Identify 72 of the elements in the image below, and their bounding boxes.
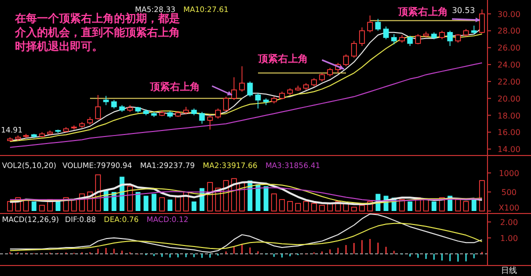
y-tick-label: 500 [501, 188, 517, 197]
candlestick [95, 94, 101, 120]
line-series [10, 222, 482, 252]
candlestick [447, 30, 453, 46]
y-tick-label: 26.00 [498, 44, 520, 53]
line-series [10, 187, 482, 202]
candlestick [375, 18, 381, 32]
candlestick [215, 108, 221, 120]
y-tick-label: 14.00 [498, 145, 520, 154]
candlestick [239, 66, 245, 92]
candlestick [407, 35, 413, 46]
candlestick [343, 54, 349, 67]
annotation: 顶紧右上角 [149, 81, 200, 93]
bar [144, 196, 148, 211]
bar [311, 202, 317, 212]
candlestick [207, 114, 213, 130]
bar [264, 186, 268, 211]
y-tick-label: 30.00 [498, 10, 520, 19]
y-tick-label: 1.00 [500, 234, 518, 243]
y-tick-label: 22.00 [498, 77, 520, 86]
bar [152, 194, 156, 211]
candlestick [383, 26, 389, 40]
y-tick-label: X100 [498, 204, 520, 212]
candlestick [199, 111, 205, 124]
y-tick-label: 2.00 [500, 218, 518, 227]
y-tick-label: 24.00 [498, 60, 520, 70]
candlestick [223, 96, 229, 112]
bar [319, 204, 325, 212]
candlestick [103, 95, 109, 106]
candlestick [391, 34, 397, 45]
candlestick [247, 81, 253, 98]
bar [56, 201, 60, 211]
bar [303, 201, 309, 212]
candlestick [231, 76, 237, 100]
bar [359, 204, 365, 212]
bar [71, 199, 77, 212]
bar [127, 186, 133, 212]
y-tick-label: 20.00 [498, 94, 520, 104]
bar [463, 201, 469, 212]
annotation: 在每一个顶紧右上角的初期，都是介入的机会，直到不能顶紧右上角时择机退出即可。 [14, 12, 180, 53]
candlestick [415, 34, 421, 45]
annotation: 顶紧右上角 [257, 53, 308, 65]
bar [256, 184, 260, 211]
bar [479, 180, 485, 212]
annotation: 顶紧右上角 [397, 6, 448, 18]
bar [295, 202, 301, 212]
bar [192, 201, 196, 211]
bar [32, 201, 36, 211]
bar [287, 201, 293, 212]
candlestick [367, 15, 373, 33]
bar [408, 201, 412, 211]
y-tick-label: 1000 [498, 168, 520, 178]
bar [432, 201, 436, 211]
candlestick [351, 40, 357, 58]
bar [159, 197, 165, 212]
bar [136, 192, 140, 211]
text: 日线 [501, 266, 517, 275]
annotation: 30.53 [452, 6, 475, 15]
bar [472, 200, 476, 211]
candlestick [359, 26, 365, 46]
bar [351, 206, 357, 212]
bar [271, 193, 277, 212]
bar [423, 199, 429, 212]
candlestick [255, 92, 261, 109]
bar [279, 199, 285, 212]
bar [7, 201, 13, 212]
y-tick-label: 18.00 [498, 111, 520, 120]
y-tick-label: 16.00 [498, 128, 520, 138]
bar [39, 204, 45, 212]
bar [455, 199, 461, 212]
bar [168, 200, 172, 211]
y-tick-label: 28.00 [498, 26, 520, 36]
